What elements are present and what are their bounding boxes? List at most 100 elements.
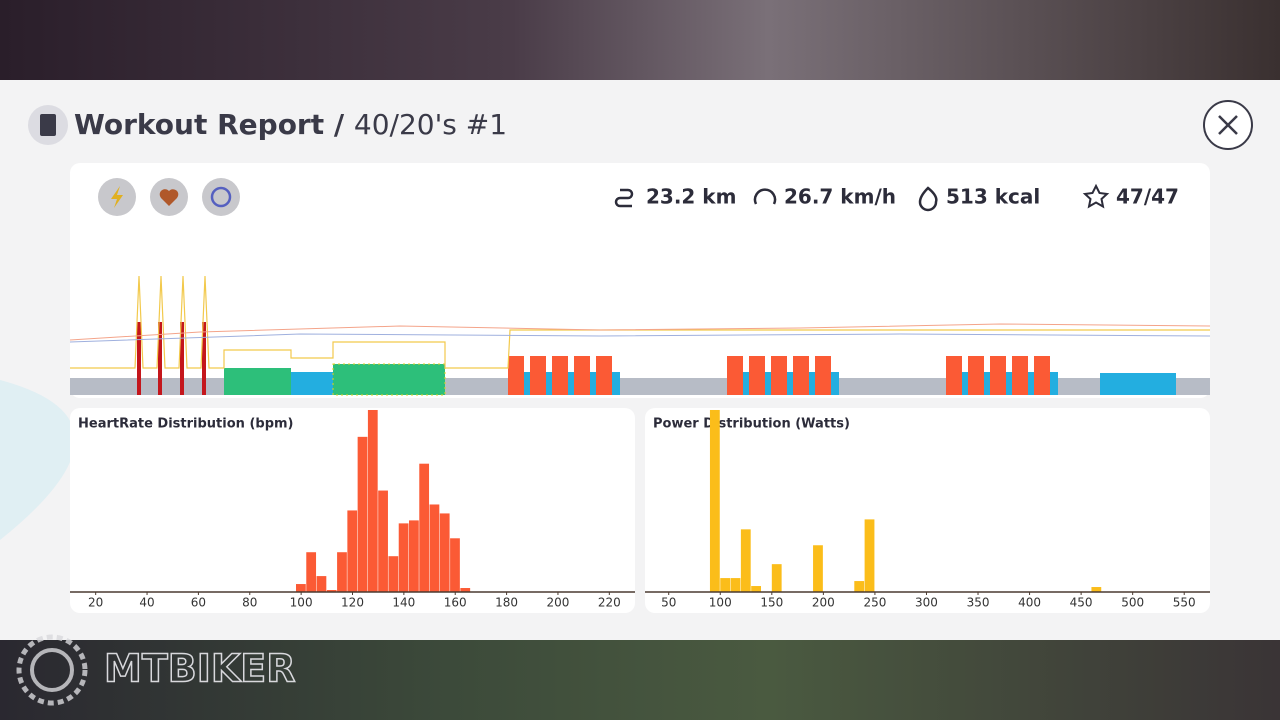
profile-block [1034,356,1050,395]
histogram-bar [398,523,409,592]
histogram-bar [813,545,823,592]
x-tick-label: 160 [444,596,467,610]
lightning[interactable] [111,186,123,208]
profile-block [508,356,524,395]
x-tick-label: 300 [915,596,938,610]
deco [0,380,75,540]
histogram-bar [709,409,720,592]
histogram-bar [1091,587,1102,592]
chart-title: Power Distribution (Watts) [653,417,850,432]
profile-block [612,372,620,395]
profile-block [1006,372,1012,395]
histogram-bar [326,590,337,592]
chart-card [645,408,1210,613]
histogram-bar [316,576,327,592]
histogram-bar [378,490,388,592]
histogram-bar [337,552,347,592]
profile-block [831,372,839,395]
workout-profile [69,275,1211,396]
profile-block [202,322,206,395]
profile-block [224,368,291,395]
x-tick-label: 400 [1018,596,1041,610]
x-tick-label: 250 [863,596,886,610]
x-tick-label: 200 [812,596,835,610]
toggle-cadence[interactable] [202,178,240,216]
x-tick-label: 60 [191,596,206,610]
histogram-bar [460,588,471,592]
histogram-bar [306,552,317,592]
stat-distance: 23.2 km [646,185,736,209]
profile-block [765,372,771,395]
profile-block [968,356,984,395]
x-tick-label: 450 [1070,596,1093,610]
profile-block [1012,356,1028,395]
profile-block [158,322,162,395]
histogram-bar [450,538,460,592]
speed-icon [753,188,777,205]
header-title: Workout Report [74,108,324,141]
histogram-bar [730,578,741,592]
x-tick-label: 140 [392,596,415,610]
profile-block [946,356,962,395]
header-subtitle: 40/20's #1 [354,108,507,141]
x-tick-label: 120 [341,596,364,610]
score-icon [1082,183,1110,209]
profile-block [749,356,765,395]
histogram-bar [347,510,358,592]
heart[interactable] [159,189,179,206]
histogram-bar [751,586,762,592]
x-tick-label: 150 [760,596,783,610]
histogram-bar [854,581,865,592]
x-tick-label: 100 [290,596,313,610]
profile-block [1028,372,1034,395]
toggle-cadence-circle[interactable] [202,178,240,216]
profile-block [815,356,831,395]
profile-block [787,372,793,395]
profile-block [137,322,141,395]
profile-block [180,322,184,395]
profile-block [568,372,574,395]
x-tick-label: 100 [709,596,732,610]
histogram-bar [296,584,306,592]
energy-icon [918,186,938,212]
cadence-line [69,333,1211,343]
x-tick-label: 350 [967,596,990,610]
profile-block [984,372,990,395]
profile-block [596,356,612,395]
histogram-bar [357,436,368,592]
profile-block [332,363,446,396]
histogram-bar [720,578,731,592]
cadence[interactable] [210,186,232,208]
profile-block [771,356,787,395]
profile-block [291,372,333,395]
profile-block [809,372,815,395]
x-tick-label: 500 [1121,596,1144,610]
profile-block [743,372,749,395]
profile-block [793,356,809,395]
heart-line [69,323,1211,341]
close-button[interactable] [1203,100,1253,150]
histogram-bar [439,513,450,592]
histogram-bar [740,529,751,592]
watermark-text: MTBIKER [104,647,296,691]
toggle-heart[interactable] [150,178,188,216]
x-tick-label: 550 [1173,596,1196,610]
profile-block [1050,372,1058,395]
toggle-power[interactable] [98,178,136,216]
x-tick-label: 220 [598,596,621,610]
profile-block [1100,373,1176,395]
profile-block [333,364,445,395]
profile-block [990,356,1006,395]
profile-block [546,372,552,395]
background-bottom [0,640,1280,720]
histogram-bar [429,504,440,592]
x-tick-label: 180 [495,596,518,610]
close-x[interactable] [1218,115,1238,135]
histogram-bar [367,409,378,592]
chart-title: HeartRate Distribution (bpm) [78,417,293,432]
histogram-bar [771,564,782,592]
background-top [0,0,1280,80]
profile-block [524,372,530,395]
x-tick-label: 20 [88,596,103,610]
watermark: MTBIKER [16,634,296,706]
